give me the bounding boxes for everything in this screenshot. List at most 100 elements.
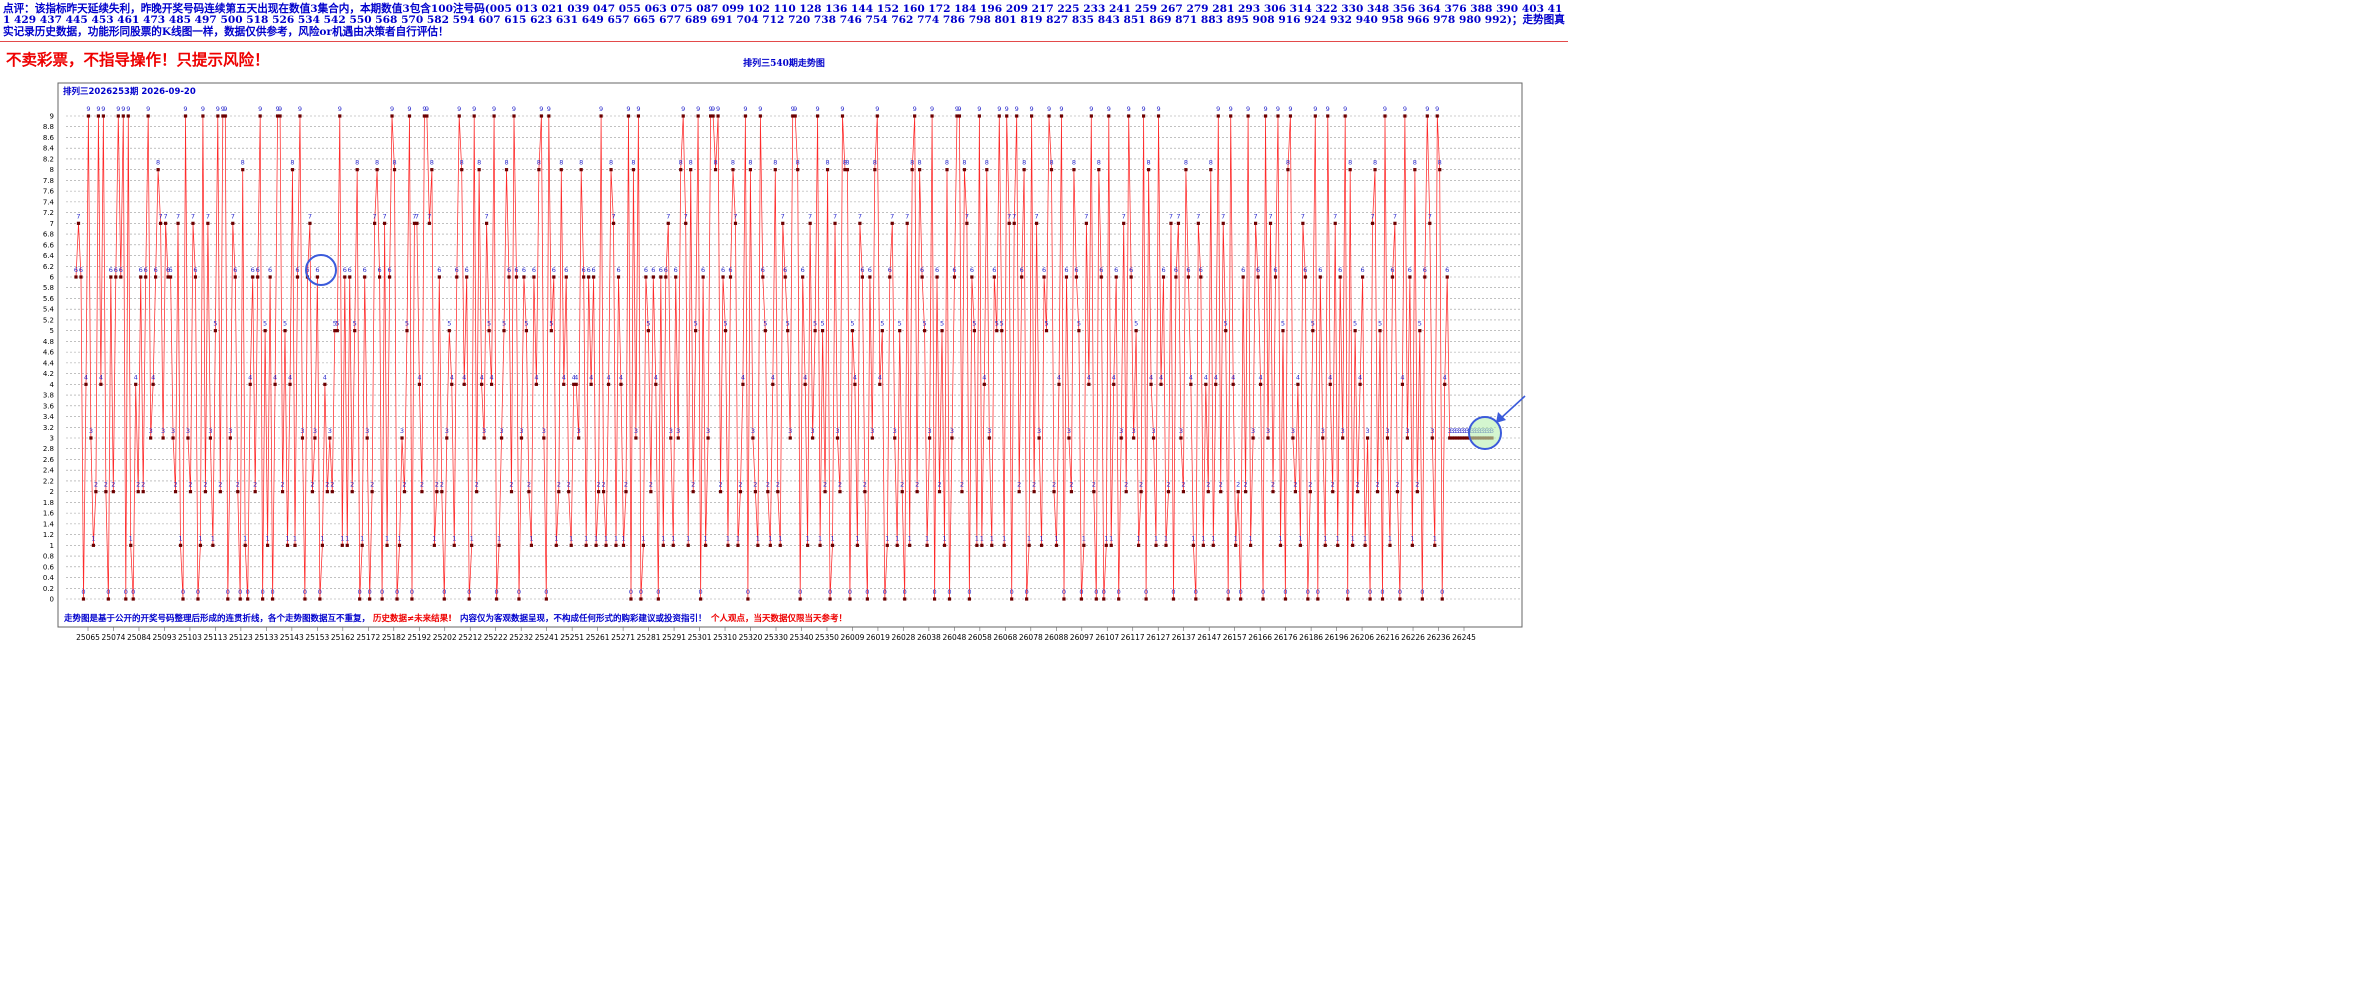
- data-point-label: 6: [109, 266, 113, 274]
- data-point-label: 4: [589, 373, 593, 381]
- data-point-label: 1: [1039, 534, 1043, 542]
- data-point: [1408, 275, 1412, 279]
- data-point-label: 4: [450, 373, 454, 381]
- data-point-label: 9: [492, 105, 496, 113]
- data-point-label: 2: [1219, 481, 1223, 489]
- x-tick-label: 26137: [1172, 633, 1196, 642]
- data-point: [159, 221, 163, 225]
- data-point: [791, 114, 795, 118]
- data-point: [599, 114, 603, 118]
- data-point: [1027, 543, 1031, 547]
- data-point: [661, 543, 665, 547]
- data-point-label: 8: [985, 159, 989, 167]
- data-point-label: 8: [290, 159, 294, 167]
- data-point-label: 3: [482, 427, 486, 435]
- data-point-label: 3: [1132, 427, 1136, 435]
- data-point-label: 8: [392, 159, 396, 167]
- data-point-label: 9: [223, 105, 227, 113]
- data-point-label: 2: [1052, 481, 1056, 489]
- data-point-label: 6: [268, 266, 272, 274]
- data-point-label: 3: [811, 427, 815, 435]
- data-point-label: 4: [417, 373, 421, 381]
- data-point: [788, 436, 792, 440]
- data-point: [442, 597, 446, 601]
- data-point: [447, 329, 451, 333]
- data-point: [1363, 543, 1367, 547]
- data-point-label: 9: [547, 105, 551, 113]
- data-point-label: 2: [863, 481, 867, 489]
- data-point: [462, 382, 466, 386]
- data-point: [139, 275, 143, 279]
- data-point: [783, 275, 787, 279]
- data-point-label: 8: [843, 159, 847, 167]
- y-tick-label: 0: [50, 596, 54, 604]
- data-point-label: 3: [1385, 427, 1389, 435]
- x-tick-label: 26117: [1121, 633, 1145, 642]
- data-point-label: 8: [825, 159, 829, 167]
- data-point-label: 1: [198, 534, 202, 542]
- data-point: [567, 490, 571, 494]
- data-point-label: 0: [368, 588, 372, 596]
- data-point: [1236, 490, 1240, 494]
- data-point: [266, 543, 270, 547]
- data-point: [1221, 221, 1225, 225]
- data-point-label: 4: [151, 373, 155, 381]
- data-point: [318, 597, 322, 601]
- data-point: [1166, 490, 1171, 494]
- data-point-label: 2: [718, 481, 722, 489]
- data-point-label: 2: [602, 481, 606, 489]
- data-point-label: 3: [1251, 427, 1255, 435]
- y-tick-label: 4: [50, 381, 55, 389]
- data-point-label: 9: [997, 105, 1001, 113]
- data-point: [649, 490, 653, 494]
- data-point: [706, 436, 710, 440]
- pointer-arrow-line: [1499, 395, 1526, 420]
- data-point: [584, 543, 588, 547]
- data-point: [395, 597, 399, 601]
- data-point: [927, 436, 932, 440]
- data-point-label: 1: [1137, 534, 1141, 542]
- data-point-label: 7: [1268, 212, 1272, 220]
- data-point-label: 6: [587, 266, 591, 274]
- data-point-label: 1: [621, 534, 625, 542]
- data-point: [654, 382, 658, 386]
- data-point-label: 4: [1112, 373, 1116, 381]
- data-point-label: 3: [1067, 427, 1071, 435]
- data-point-label: 9: [1403, 105, 1407, 113]
- data-point-label: 3: [1405, 427, 1409, 435]
- data-point-label: 4: [853, 373, 857, 381]
- data-point-label: 7: [231, 212, 235, 220]
- data-point: [1380, 597, 1385, 601]
- data-point-label: 0: [828, 588, 832, 596]
- data-point-label: 2: [173, 481, 177, 489]
- data-point: [1169, 221, 1173, 225]
- data-point: [288, 382, 292, 386]
- data-point-label: 0: [271, 588, 275, 596]
- data-point: [786, 329, 790, 333]
- x-tick-label: 25202: [433, 633, 457, 642]
- data-point-label: 1: [1054, 534, 1058, 542]
- y-tick-label: 7.4: [43, 198, 55, 206]
- data-point-label: 0: [358, 588, 362, 596]
- y-tick-label: 8.4: [43, 145, 55, 153]
- data-point-label: 9: [86, 105, 90, 113]
- data-point: [517, 597, 521, 601]
- data-point: [144, 275, 148, 279]
- data-point: [644, 275, 648, 279]
- data-point-label: 1: [340, 534, 344, 542]
- data-point-label: 0: [629, 588, 633, 596]
- data-point-label: 1: [756, 534, 760, 542]
- data-point: [1423, 275, 1427, 279]
- data-point-label: 6: [1114, 266, 1118, 274]
- data-point: [1114, 275, 1118, 279]
- data-point: [674, 275, 678, 279]
- data-point: [1214, 382, 1218, 386]
- data-point: [412, 221, 417, 225]
- data-point: [407, 114, 412, 118]
- data-point-label: 1: [1249, 534, 1253, 542]
- data-point: [818, 543, 822, 547]
- data-point: [1393, 221, 1397, 225]
- x-tick-label: 25182: [382, 633, 406, 642]
- data-point-label: 9: [743, 105, 747, 113]
- data-point: [1256, 275, 1260, 279]
